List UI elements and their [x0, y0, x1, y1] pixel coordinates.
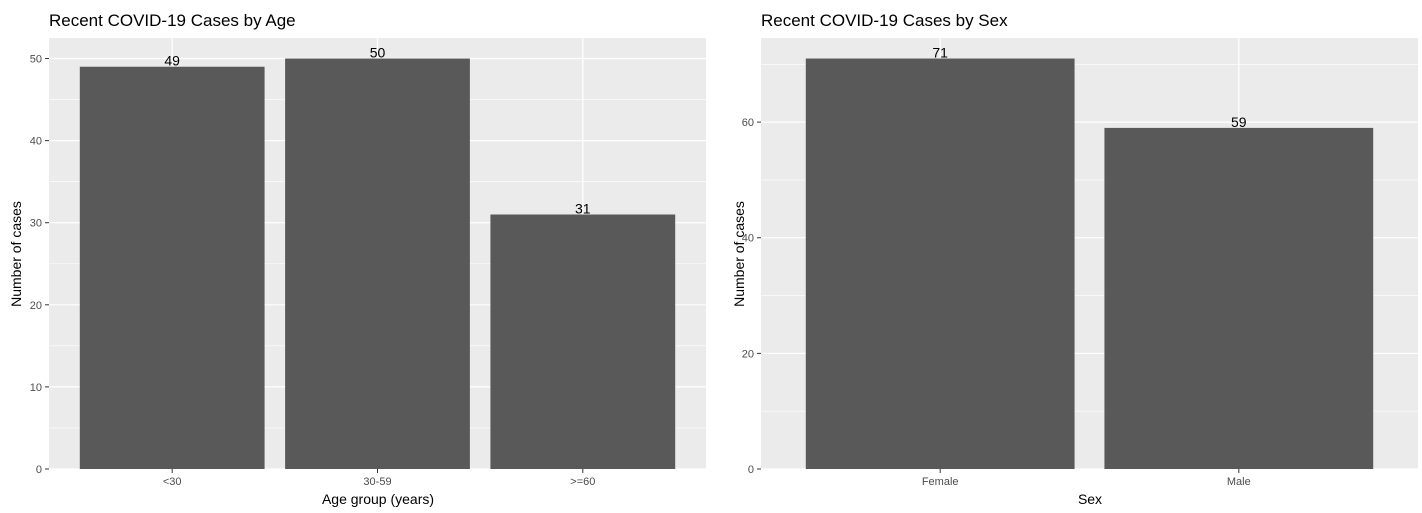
sex-y-tick-label: 0 [748, 464, 754, 476]
age-x-tick-label: <30 [163, 476, 182, 488]
age-y-tick-label: 20 [30, 300, 42, 312]
age-bar-chart: Recent COVID-19 Cases by Age 49 50 31 0 10 2… [8, 11, 706, 507]
sex-bar-chart: Recent COVID-19 Cases by Sex 71 59 0 20 40 6… [731, 11, 1418, 507]
age-x-axis-title: Age group (years) [322, 491, 434, 507]
age-data-label-2: 31 [575, 201, 591, 217]
age-bar-0 [79, 66, 265, 469]
age-y-tick-label: 0 [36, 464, 42, 476]
age-y-axis-title: Number of cases [8, 201, 24, 307]
sex-x-axis: Female Male [922, 469, 1251, 488]
age-y-tick-label: 40 [30, 136, 42, 148]
sex-y-tick-label: 40 [742, 233, 754, 245]
age-y-tick-label: 50 [30, 54, 42, 66]
age-bar-1 [285, 58, 470, 470]
age-x-tick-label: 30-59 [363, 476, 391, 488]
sex-data-label-0: 71 [932, 45, 948, 61]
sex-data-labels: 71 59 [932, 45, 1246, 130]
sex-y-tick-label: 20 [742, 348, 754, 360]
sex-x-axis-title: Sex [1078, 491, 1102, 507]
sex-bar-1 [1104, 127, 1374, 469]
sex-data-label-1: 59 [1231, 114, 1247, 130]
age-x-axis: <30 30-59 >=60 [163, 469, 595, 488]
age-chart-panel: Recent COVID-19 Cases by Age 49 50 31 0 10 2… [0, 0, 711, 508]
age-y-tick-label: 10 [30, 382, 42, 394]
age-data-label-1: 50 [370, 45, 386, 61]
age-y-axis: 0 10 20 30 40 50 [30, 54, 49, 476]
sex-chart-panel: Recent COVID-19 Cases by Sex 71 59 0 20 40 6… [711, 0, 1422, 508]
age-bar-2 [490, 214, 676, 469]
sex-y-axis-title: Number of cases [731, 201, 747, 307]
age-data-label-0: 49 [164, 53, 180, 69]
age-bars [79, 58, 676, 470]
sex-y-tick-label: 60 [742, 117, 754, 129]
sex-x-tick-label: Female [922, 476, 959, 488]
age-x-tick-label: >=60 [570, 476, 595, 488]
age-data-labels: 49 50 31 [164, 45, 590, 217]
sex-bar-0 [805, 58, 1075, 470]
age-y-tick-label: 30 [30, 218, 42, 230]
sex-chart-title: Recent COVID-19 Cases by Sex [761, 11, 1008, 30]
age-chart-title: Recent COVID-19 Cases by Age [49, 11, 296, 30]
sex-y-axis: 0 20 40 60 [742, 117, 761, 476]
sex-x-tick-label: Male [1227, 476, 1251, 488]
sex-bars [805, 58, 1374, 470]
